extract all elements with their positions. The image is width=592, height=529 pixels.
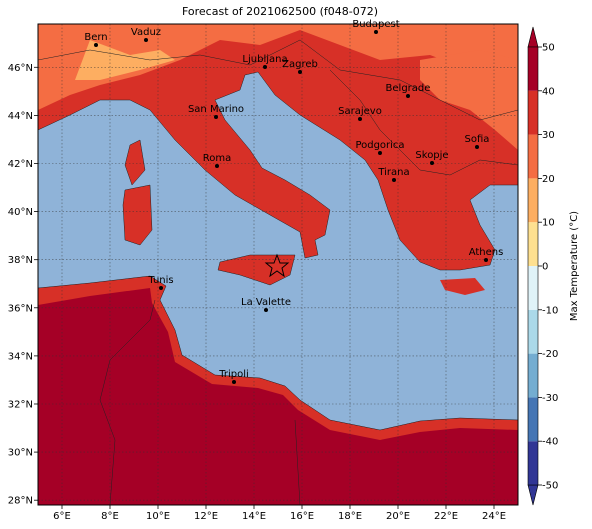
y-tick-label: 36°N [8,303,33,314]
city-marker [378,151,382,155]
city-label: Budapest [352,19,399,30]
colorbar-tick-label: -40 [542,437,558,448]
city-marker [232,380,236,384]
city-label: Belgrade [386,83,431,94]
x-tick-label: 12°E [194,511,218,522]
colorbar-segment [528,178,538,223]
colorbar-segment [528,90,538,135]
land-europe [38,24,518,270]
city-label: La Valette [241,297,291,308]
land-corsica [124,139,146,186]
land-sicily [217,254,296,286]
colorbar-segment [528,222,538,266]
city-marker [214,115,218,119]
colorbar-segment [528,353,538,398]
city-marker [159,286,163,290]
y-tick-label: 40°N [8,207,33,218]
colorbar-segment [528,47,538,91]
city-marker [406,94,410,98]
y-tick-label: 42°N [8,159,33,170]
colorbar-tick-label: 20 [542,174,555,185]
colorbar-segment [528,266,538,310]
colorbar-tick-label: 10 [542,218,555,229]
y-tick-label: 38°N [8,255,33,266]
x-tick-label: 22°E [434,511,458,522]
colorbar-tick-label: 0 [542,262,548,273]
coastline [38,71,518,271]
city-marker [144,38,148,42]
land-balkan-east [420,50,518,150]
y-tick-label: 46°N [8,63,33,74]
x-tick-label: 20°E [386,511,410,522]
city-label: Tunis [147,275,173,286]
map: 6°E 8°E 10°E 12°E 14°E 16°E 18°E 20°E 22°E 24°E 28… [8,19,519,522]
star-marker [264,253,290,278]
colorbar-tick-label: -30 [542,393,558,404]
y-tick-label: 30°N [8,448,33,459]
colorbar-tick-label: 30 [542,130,555,141]
colorbar-segment [528,397,538,442]
colorbar-segment [528,309,538,354]
city-marker [94,43,98,47]
x-tick-label: 16°E [290,511,314,522]
map-frame [37,23,519,506]
grid: 6°E 8°E 10°E 12°E 14°E 16°E 18°E 20°E 22°E 24°E 28… [8,24,518,522]
city-marker [374,30,378,34]
colorbar-label: Max Temperature (°C) [569,211,580,321]
colorbar-extend-max [527,26,539,48]
city-label: Podgorica [355,140,404,151]
city-label: Roma [203,153,232,164]
city-label: Ljubljana [242,54,287,65]
colorbar: Max Temperature (°C) -50 -40 -30 -20 -10 0 10 2… [527,26,580,506]
city-marker [430,161,434,165]
title: Forecast of 2021062500 (f048-072) [182,5,378,18]
colorbar-tick-label: -20 [542,349,558,360]
colorbar-segment [528,441,538,485]
city-marker [215,164,219,168]
city-marker [264,308,268,312]
colorbar-tick-label: 50 [542,43,555,54]
land-sardinia [122,184,153,246]
borders [38,39,518,505]
land-africa-coast [38,276,518,440]
city-label: Bern [84,32,107,43]
city-marker [475,145,479,149]
x-tick-label: 18°E [338,511,362,522]
city-marker [392,178,396,182]
city-marker [298,70,302,74]
city-marker [484,258,488,262]
x-tick-label: 10°E [146,511,170,522]
x-tick-label: 6°E [53,511,71,522]
city-label: Tripoli [218,369,249,380]
colorbar-tick-label: -10 [542,305,558,316]
y-tick-label: 44°N [8,111,33,122]
colorbar-tick-label: 40 [542,86,555,97]
y-tick-label: 34°N [8,351,33,362]
city-label: San Marino [188,104,244,115]
city-marker [358,117,362,121]
colorbar-tick-label: -50 [542,481,558,492]
city-label: Athens [469,247,504,258]
city-label: Sofia [465,134,490,145]
city-label: Tirana [377,167,409,178]
land-crete [440,278,485,295]
colorbar-segment [528,134,538,179]
x-tick-label: 24°E [482,511,506,522]
city-label: Zagreb [282,59,318,70]
y-tick-label: 32°N [8,399,33,410]
city-label: Sarajevo [338,106,382,117]
x-tick-label: 14°E [242,511,266,522]
city-marker [263,65,267,69]
y-tick-label: 28°N [8,496,33,507]
land-cool-alps [75,40,175,80]
city-label: Skopje [415,150,448,161]
x-tick-label: 8°E [101,511,119,522]
colorbar-extend-min [527,484,539,506]
city-label: Vaduz [131,27,161,38]
